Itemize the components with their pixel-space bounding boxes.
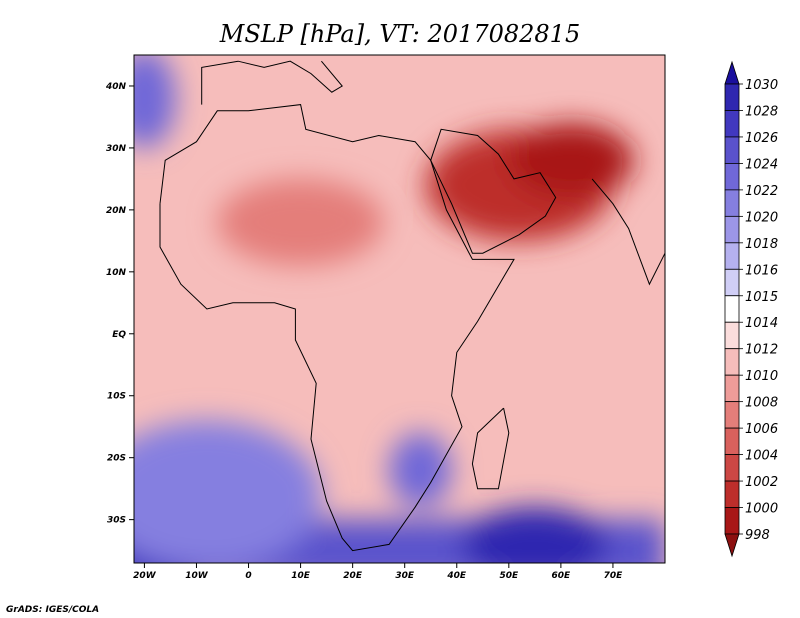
colorbar-label: 1002: [745, 475, 778, 490]
india-coastline: [591, 178, 665, 286]
map-frame: [133, 54, 666, 564]
grads-credit: GrADS: IGES/COLA: [6, 605, 99, 615]
colorbar-swatch: [724, 110, 740, 138]
colorbar-swatch: [724, 215, 740, 244]
colorbar-swatch: [724, 454, 740, 482]
colorbar-swatch: [724, 427, 740, 455]
lon-tick-label: 70E: [604, 571, 624, 581]
lat-tick-label: 20S: [107, 454, 126, 464]
lat-tick-label: 10S: [107, 392, 126, 402]
lon-tick-label: 40E: [446, 571, 467, 581]
colorbar-swatch: [724, 401, 740, 429]
madagascar-coastline: [471, 407, 510, 490]
lat-tick-label: EQ: [112, 330, 126, 340]
colorbar-swatch: [724, 348, 740, 376]
colorbar-label: 1004: [745, 449, 778, 464]
colorbar-label: 1014: [745, 316, 778, 331]
latitude-axis: 40N 30N 20N 10N EQ 10S 20S 30S: [105, 82, 134, 526]
colorbar-swatch: [724, 374, 740, 403]
lon-tick-label: 10E: [291, 571, 311, 581]
colorbar-label: 1030: [745, 78, 778, 93]
colorbar-label: 1022: [745, 184, 778, 199]
lat-tick-label: 30N: [106, 144, 127, 154]
colorbar-swatch: [724, 163, 740, 191]
colorbar-swatch: [724, 321, 740, 350]
colorbar-swatch: [724, 295, 740, 323]
lon-tick-label: 20W: [133, 571, 157, 581]
europe-coastline: [201, 60, 343, 105]
colorbar-swatch: [724, 507, 740, 535]
field-north-atlantic-high: [134, 55, 176, 148]
colorbar-label: 1020: [745, 210, 778, 225]
lat-tick-label: 10N: [106, 268, 127, 278]
field-persian-low: [508, 123, 634, 198]
africa-coastline: [159, 104, 515, 552]
colorbar-swatch: [724, 189, 740, 217]
lon-tick-label: 20E: [343, 571, 363, 581]
field-south-atlantic-high-ring: [134, 420, 322, 563]
map-title: MSLP [hPa], VT: 2017082815: [219, 20, 580, 48]
pressure-field: [134, 55, 665, 563]
lat-tick-label: 30S: [107, 516, 126, 526]
lon-tick-label: 10W: [185, 571, 209, 581]
coastlines: [159, 60, 665, 552]
colorbar-swatch: [724, 268, 740, 297]
colorbar-label: 1006: [745, 422, 778, 437]
colorbar-swatch: [724, 83, 740, 111]
lon-tick-label: 0: [245, 571, 251, 581]
lon-tick-label: 30E: [395, 571, 415, 581]
colorbar-label: 1024: [745, 157, 778, 172]
longitude-axis: 20W 10W 0 10E 20E 30E 40E 50E 60E 70E: [133, 563, 623, 581]
arabia-coastline: [430, 128, 557, 254]
colorbar-swatch: [724, 480, 740, 508]
lon-tick-label: 50E: [499, 571, 519, 581]
field-mozambique-high: [389, 432, 452, 508]
colorbar-label: 1008: [745, 396, 778, 411]
colorbar-label: 1010: [745, 369, 778, 384]
colorbar-label: 1026: [745, 131, 778, 146]
field-indian-ocean-high: [461, 507, 608, 563]
colorbar-label: 1000: [745, 502, 778, 517]
colorbar-swatch: [724, 136, 740, 164]
colorbar-label: 998: [745, 528, 770, 543]
colorbar-bottom-arrow: [724, 533, 740, 558]
map-panel: 40N 30N 20N 10N EQ 10S 20S 30S 20W 10W 0 10E 20E 30E…: [105, 54, 666, 581]
colorbar-label: 1016: [745, 263, 778, 278]
colorbar-label: 1012: [745, 343, 778, 358]
field-sahara-low: [217, 178, 384, 266]
colorbar-top-arrow: [724, 60, 740, 85]
lon-tick-label: 60E: [552, 571, 572, 581]
lat-tick-label: 20N: [106, 206, 127, 216]
colorbar-label: 1028: [745, 104, 778, 119]
lat-tick-label: 40N: [105, 82, 127, 92]
colorbar-swatch: [724, 242, 740, 270]
colorbar: 1030 1028 1026 1024 1022 1020 1018 1016 1015 1014…: [724, 60, 778, 558]
colorbar-label: 1015: [745, 290, 778, 305]
colorbar-label: 1018: [745, 237, 778, 252]
